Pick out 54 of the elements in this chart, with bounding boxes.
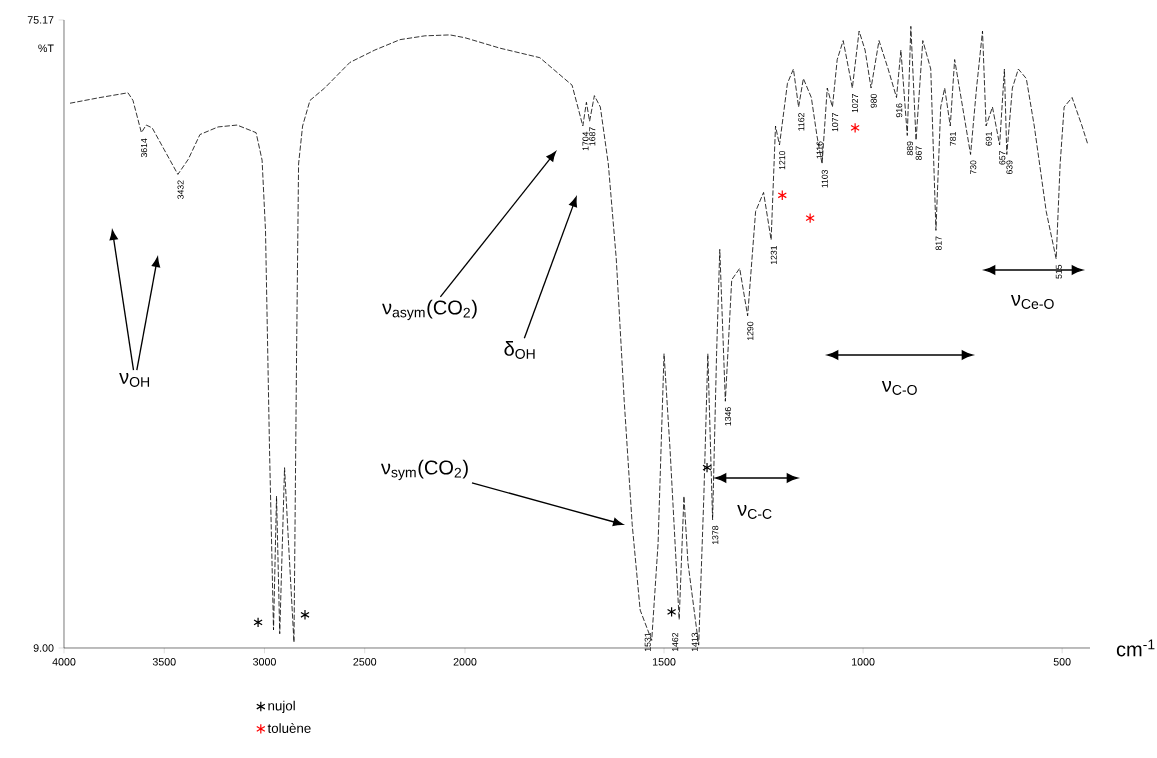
annotation: 1290	[747, 321, 754, 341]
annotation: ν$_{sym}$(CO$_{2}$)	[380, 459, 468, 481]
annotation: 1210	[779, 150, 786, 170]
annotation: 1027	[851, 94, 859, 113]
point	[702, 462, 712, 473]
x-tick-label: 500	[1053, 658, 1071, 666]
point	[805, 212, 815, 224]
annotation: 1346	[724, 407, 732, 426]
annotation: 1413	[691, 632, 698, 652]
annotation: 3614	[141, 138, 148, 158]
annotation: 1077	[832, 113, 839, 132]
point	[666, 606, 677, 618]
y-tick-label: 75.17	[27, 16, 54, 24]
annotation: 867	[915, 146, 922, 160]
x-tick-label: 2500	[353, 658, 377, 666]
x-axis-title: cm$^{-1}$	[1116, 639, 1155, 657]
annotation: δ$_{OH}$	[504, 341, 535, 359]
annotation: 980	[870, 93, 877, 108]
annotation: 1687	[589, 127, 596, 146]
point	[777, 190, 787, 201]
x-tick-label: 1000	[852, 658, 875, 666]
annotation: 1378	[712, 525, 719, 545]
x-tick-label: 3000	[253, 658, 276, 666]
annotation: ν$_{asym}$(CO$_{2}$)	[382, 299, 477, 321]
x-tick-label: 2000	[453, 658, 477, 666]
annotation: 817	[935, 236, 942, 251]
x-tick-label: 4000	[52, 658, 76, 666]
annotation: 1103	[821, 169, 828, 188]
annotation: ν$_{C-C}$	[737, 505, 772, 519]
annotation: 1462	[672, 632, 679, 652]
legend-label: nujol	[268, 700, 295, 714]
annotation: 1116	[816, 141, 823, 159]
annotation: 3432	[177, 180, 184, 199]
point	[850, 122, 860, 134]
annotation: 515	[1055, 264, 1062, 279]
annotation: ν$_{C-O}$	[881, 381, 917, 395]
annotation: 639	[1006, 160, 1013, 175]
annotation: 1231	[770, 245, 777, 265]
annotation: 691	[985, 132, 992, 146]
y-axis-title: %T	[38, 44, 54, 52]
y-tick-label: 9.00	[33, 644, 54, 652]
annotation: 781	[949, 132, 956, 146]
annotation: ν$_{OH}$	[119, 373, 150, 387]
annotation: 1531	[644, 632, 651, 652]
annotation: 1704	[582, 131, 589, 151]
annotation: 1162	[798, 113, 805, 131]
legend-label: toluène	[267, 723, 311, 733]
annotation: ν$_{Ce-O}$	[1010, 295, 1054, 309]
x-tick-label: 1500	[652, 658, 676, 666]
x-tick-label: 3500	[152, 658, 176, 666]
annotation: 916	[896, 103, 903, 118]
annotation: 889	[906, 141, 914, 156]
annotation: 657	[999, 151, 1006, 165]
annotation: 730	[970, 160, 977, 175]
